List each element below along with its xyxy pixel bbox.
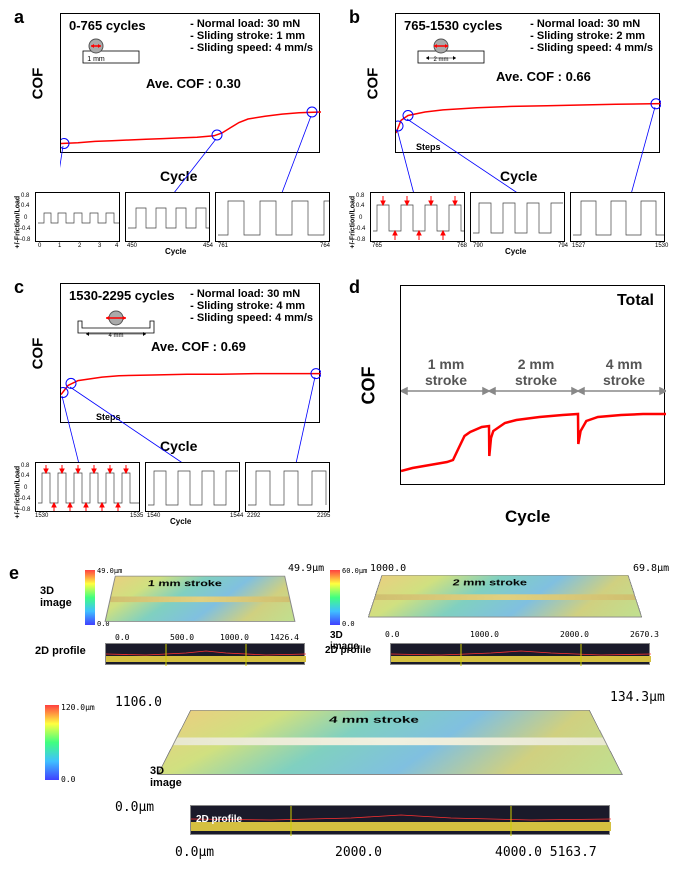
panel-c: c 0.0 0.4 0.8 1.2 1.6 2.0 1600 1700 1800… xyxy=(10,275,330,455)
schematic-c: 4 mm xyxy=(76,306,156,338)
svg-text:1 mm: 1 mm xyxy=(87,56,105,63)
panel-a-ylabel: COF xyxy=(29,68,46,100)
panel-b-small-charts: +/-Friction/Load 0.80.40-0.4-0.8 Cycle 7… xyxy=(345,190,670,260)
colorbar-1mm xyxy=(85,570,95,625)
panel-b-label: b xyxy=(349,7,360,28)
schematic-b: 2 mm xyxy=(416,36,486,66)
panel-e: e 49.0μm 0.0 3D image 1 mm stroke 49.9μm… xyxy=(5,545,670,885)
svg-text:2 mm: 2 mm xyxy=(434,57,449,63)
colorbar-2mm xyxy=(330,570,340,625)
panel-a-ave: Ave. COF : 0.30 xyxy=(146,76,241,91)
panel-a-xlabel: Cycle xyxy=(160,168,197,184)
panel-c-small-charts: +/-Friction/Load 0.80.40-0.4-0.8 Cyc xyxy=(10,460,335,530)
panel-a: a 0.0 0.4 0.8 1.2 1.6 2.0 0 100 200 300 … xyxy=(10,5,330,185)
schematic-a: 1 mm xyxy=(81,36,141,66)
panel-a-label: a xyxy=(14,7,24,28)
colorbar-4mm xyxy=(45,705,59,780)
panel-a-conditions: - Normal load: 30 mN - Sliding stroke: 1… xyxy=(190,18,313,54)
panel-d: d 0.0 0.4 0.8 1.2 1.6 2.0 0 765 1530 229… xyxy=(345,275,670,530)
panel-a-title: 0-765 cycles xyxy=(69,18,146,33)
panel-b: b 0.0 0.4 0.8 1.2 1.6 2.0 800 900 1000 1… xyxy=(345,5,665,185)
svg-text:4 mm: 4 mm xyxy=(109,333,124,338)
cof-line xyxy=(61,112,321,144)
panel-a-small-charts: +/-Friction/Load 0.80.40-0.4-0.8 Cycle 0… xyxy=(10,190,335,260)
